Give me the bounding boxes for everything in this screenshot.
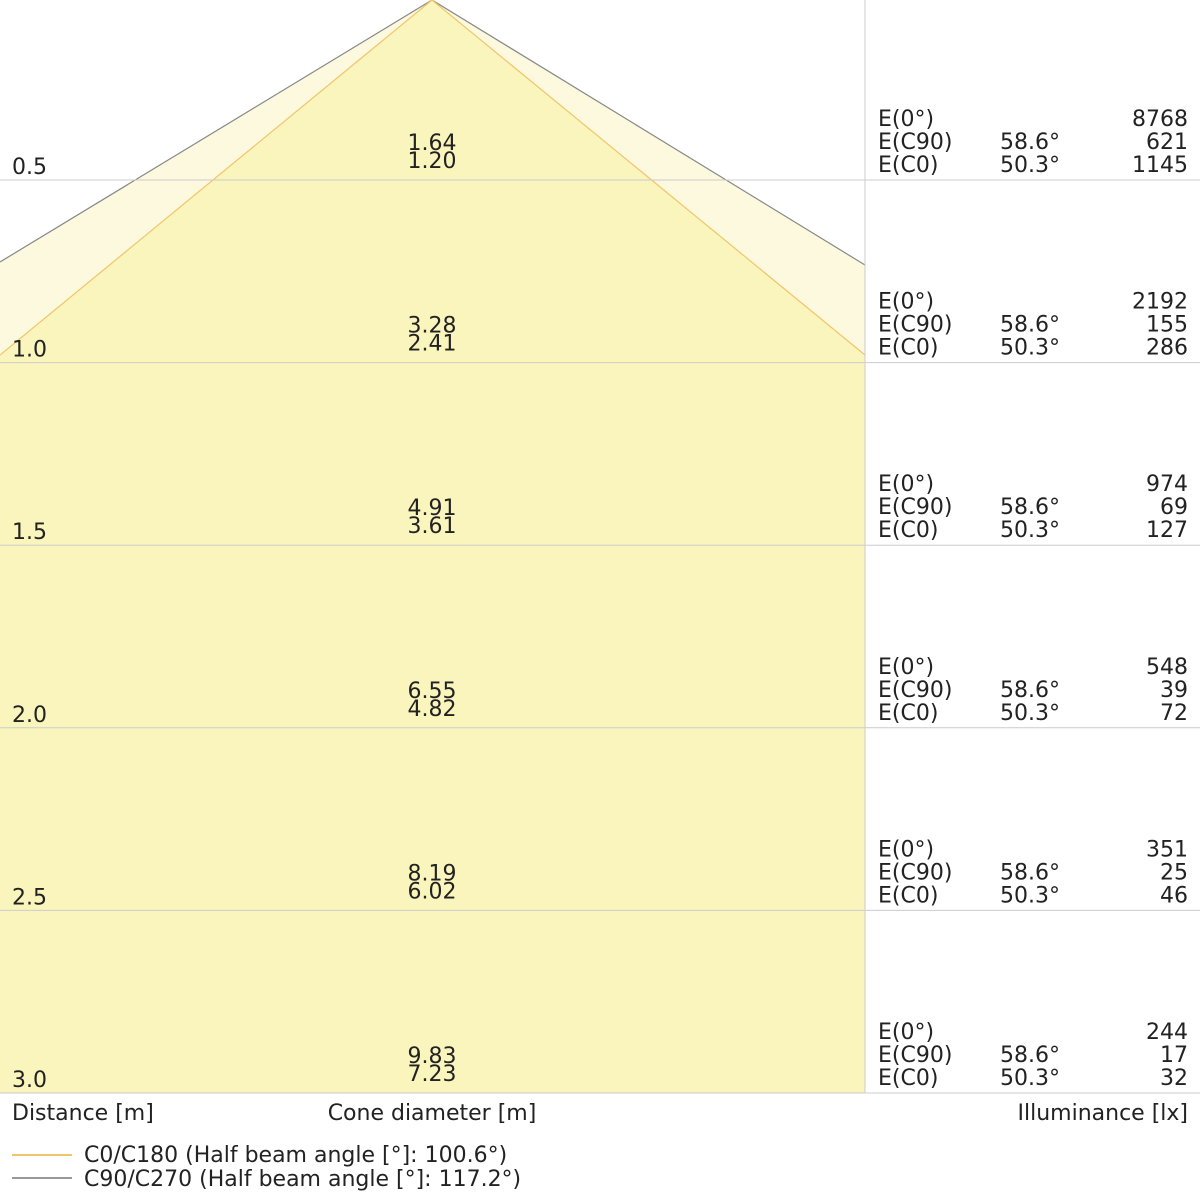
ec0-value: 46 — [1160, 883, 1188, 908]
ec0-value: 32 — [1160, 1066, 1188, 1091]
e0-value: 244 — [1146, 1020, 1188, 1045]
distance-label: 2.0 — [12, 703, 47, 728]
ec90-value: 621 — [1146, 130, 1188, 155]
ec90-label: E(C90) — [878, 313, 952, 338]
ec0-angle: 50.3° — [1000, 883, 1060, 908]
e0-label: E(0°) — [878, 290, 934, 315]
c90-diameter: 3.28 — [408, 314, 457, 339]
ec90-angle: 58.6° — [1000, 495, 1060, 520]
e0-label: E(0°) — [878, 655, 934, 680]
ec0-angle: 50.3° — [1000, 518, 1060, 543]
e0-value: 351 — [1146, 837, 1188, 862]
ec0-label: E(C0) — [878, 1066, 938, 1091]
ec0-angle: 50.3° — [1000, 1066, 1060, 1091]
ec0-label: E(C0) — [878, 518, 938, 543]
ec0-angle: 50.3° — [1000, 153, 1060, 178]
ec0-label: E(C0) — [878, 336, 938, 361]
e0-value: 548 — [1146, 655, 1188, 680]
distance-label: 1.5 — [12, 520, 47, 545]
c0-diameter: 1.20 — [408, 149, 457, 174]
c90-diameter: 8.19 — [408, 861, 457, 886]
c90-diameter: 9.83 — [408, 1044, 457, 1069]
distance-label: 1.0 — [12, 338, 47, 363]
ec0-value: 1145 — [1132, 153, 1188, 178]
footer-illuminance: Illuminance [lx] — [1018, 1101, 1189, 1126]
legend-c0: C0/C180 (Half beam angle [°]: 100.6°) — [84, 1143, 507, 1168]
ec0-value: 127 — [1146, 518, 1188, 543]
ec90-value: 25 — [1160, 860, 1188, 885]
footer-distance: Distance [m] — [12, 1101, 154, 1126]
distance-label: 3.0 — [12, 1068, 47, 1093]
e0-label: E(0°) — [878, 837, 934, 862]
ec90-value: 155 — [1146, 313, 1188, 338]
e0-label: E(0°) — [878, 472, 934, 497]
e0-value: 2192 — [1132, 290, 1188, 315]
c90-diameter: 6.55 — [408, 679, 457, 704]
c90-diameter: 4.91 — [408, 496, 457, 521]
ec90-value: 17 — [1160, 1043, 1188, 1068]
ec90-angle: 58.6° — [1000, 1043, 1060, 1068]
ec90-label: E(C90) — [878, 130, 952, 155]
e0-value: 8768 — [1132, 107, 1188, 132]
c0-diameter: 4.82 — [408, 697, 457, 722]
c90-outline — [0, 0, 866, 266]
ec90-value: 39 — [1160, 678, 1188, 703]
ec90-angle: 58.6° — [1000, 860, 1060, 885]
e0-value: 974 — [1146, 472, 1188, 497]
ec0-label: E(C0) — [878, 883, 938, 908]
ec90-angle: 58.6° — [1000, 313, 1060, 338]
c0-diameter: 3.61 — [408, 514, 457, 539]
distance-label: 0.5 — [12, 155, 47, 180]
ec90-angle: 58.6° — [1000, 678, 1060, 703]
c0-outline — [0, 0, 866, 356]
ec90-value: 69 — [1160, 495, 1188, 520]
ec90-label: E(C90) — [878, 495, 952, 520]
ec0-angle: 50.3° — [1000, 701, 1060, 726]
ec0-label: E(C0) — [878, 701, 938, 726]
c90-diameter: 1.64 — [408, 131, 457, 156]
ec0-value: 72 — [1160, 701, 1188, 726]
ec90-angle: 58.6° — [1000, 130, 1060, 155]
footer-cone: Cone diameter [m] — [328, 1101, 537, 1126]
c0-cone — [0, 0, 865, 1093]
e0-label: E(0°) — [878, 1020, 934, 1045]
ec90-label: E(C90) — [878, 860, 952, 885]
legend-c90: C90/C270 (Half beam angle [°]: 117.2°) — [84, 1167, 521, 1192]
c0-diameter: 6.02 — [408, 879, 457, 904]
ec0-value: 286 — [1146, 336, 1188, 361]
c0-diameter: 7.23 — [408, 1062, 457, 1087]
ec90-label: E(C90) — [878, 1043, 952, 1068]
c0-diameter: 2.41 — [408, 332, 457, 357]
distance-label: 2.5 — [12, 885, 47, 910]
ec0-angle: 50.3° — [1000, 336, 1060, 361]
ec90-label: E(C90) — [878, 678, 952, 703]
e0-label: E(0°) — [878, 107, 934, 132]
ec0-label: E(C0) — [878, 153, 938, 178]
